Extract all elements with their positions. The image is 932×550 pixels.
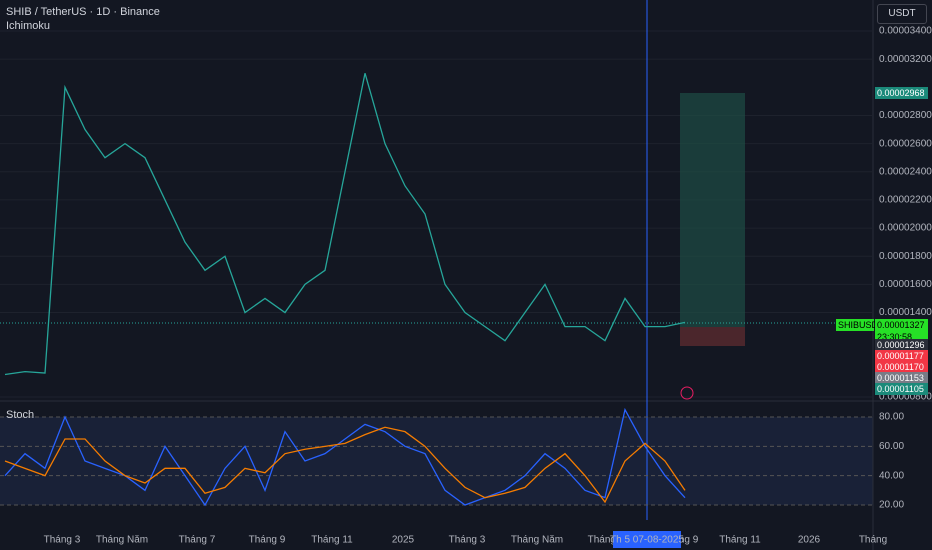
price-tick-label: 0.00002600 — [879, 138, 932, 149]
price-badge: 0.00001296 — [875, 339, 928, 351]
price-tick-label: 0.00003200 — [879, 54, 932, 65]
time-label: Tháng Năm — [96, 535, 148, 546]
price-tick-label: 0.00002200 — [879, 195, 932, 206]
price-line — [4, 73, 686, 376]
event-icon[interactable] — [680, 386, 694, 400]
price-tick-label: 0.00002000 — [879, 223, 932, 234]
price-tick-label: 0.00001800 — [879, 251, 932, 262]
time-label: 2025 — [392, 535, 415, 546]
stoch-tick-label: 20.00 — [879, 500, 904, 511]
price-tick-label: 0.00000800 — [879, 392, 932, 403]
indicator-title: Ichimoku — [6, 20, 51, 32]
time-label: Tháng 11 — [719, 535, 761, 546]
time-label: Tháng Năm — [511, 535, 563, 546]
time-label: Tháng 11 — [311, 535, 353, 546]
stoch-band — [0, 417, 873, 505]
stoch-d — [4, 426, 686, 504]
stoch-title: Stoch — [6, 409, 35, 421]
crosshair-label-bg — [613, 531, 681, 548]
time-label: Tháng 7 — [179, 535, 216, 546]
price-tick-label: 0.00001600 — [879, 279, 932, 290]
price-badge: 0.00001177 — [875, 350, 928, 362]
target-badge: 0.00002968 — [875, 87, 928, 99]
stoch-tick-label: 40.00 — [879, 470, 904, 481]
stoch-tick-label: 80.00 — [879, 412, 904, 423]
price-badge: 0.00001153 — [875, 372, 928, 384]
crosshair-label: Th 5 07-08-2025 — [610, 535, 684, 546]
price-tick-label: 0.00002800 — [879, 110, 932, 121]
time-label: 2026 — [798, 535, 821, 546]
symbol-badge: SHIBUSDT — [836, 319, 884, 331]
stoch-tick-label: 60.00 — [879, 441, 904, 452]
price-tick-label: 0.00002400 — [879, 166, 932, 177]
time-label: Tháng 9 — [249, 535, 286, 546]
price-badge: 0.00001170 — [875, 361, 928, 373]
time-label: Tháng 3 — [449, 535, 486, 546]
long-target-zone — [680, 93, 745, 327]
currency-button[interactable]: USDT — [877, 4, 927, 24]
stoch-k — [4, 407, 686, 507]
price-badge: 0.00001105 — [875, 383, 928, 395]
symbol-title: SHIB / TetherUS · 1D · Binance — [6, 6, 160, 18]
price-tick-label: 0.00003400 — [879, 26, 932, 37]
price-tick-label: 0.00001400 — [879, 307, 932, 318]
time-label: Tháng 7 — [588, 535, 625, 546]
time-label: Tháng — [859, 535, 887, 546]
long-stop-zone — [680, 327, 745, 346]
last-badge: 0.00001327 — [875, 319, 928, 331]
time-label: Tháng 3 — [44, 535, 81, 546]
